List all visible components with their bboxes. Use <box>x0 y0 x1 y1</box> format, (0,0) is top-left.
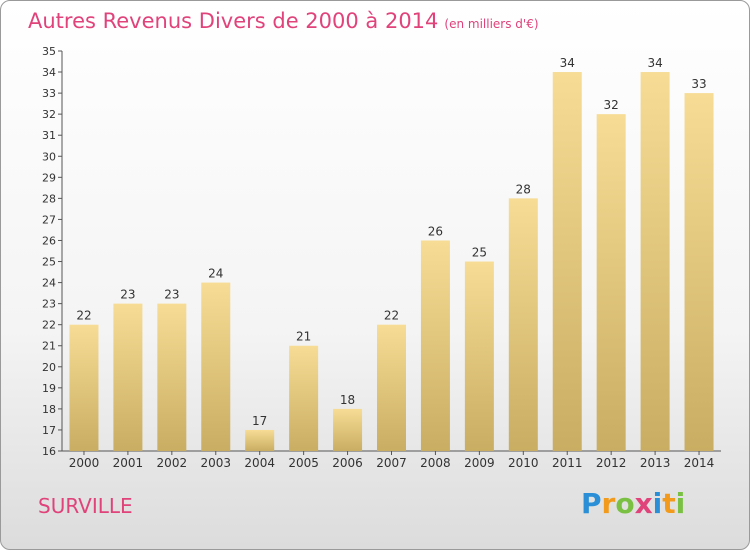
logo-letter: t <box>662 487 676 520</box>
y-tick-label: 29 <box>42 171 56 184</box>
logo-letter: i <box>675 487 686 520</box>
y-tick-label: 34 <box>42 66 56 79</box>
value-label-2004: 17 <box>252 414 267 428</box>
proxiti-logo: Proxiti <box>581 487 685 520</box>
logo-letter: o <box>615 487 635 520</box>
value-label-2006: 18 <box>340 393 355 407</box>
y-tick-label: 24 <box>42 277 56 290</box>
bar-2014 <box>684 93 714 452</box>
value-label-2013: 34 <box>647 56 662 70</box>
bar-2009 <box>464 261 494 451</box>
value-label-2011: 34 <box>560 56 575 70</box>
y-tick-label: 19 <box>42 382 56 395</box>
logo-letter: i <box>652 487 663 520</box>
x-tick-label-2014: 2014 <box>684 456 715 470</box>
logo-letter: P <box>581 487 602 520</box>
x-tick-label-2011: 2011 <box>552 456 583 470</box>
value-label-2014: 33 <box>691 77 706 91</box>
y-tick-label: 32 <box>42 108 56 121</box>
logo-letter: x <box>634 487 653 520</box>
bar-2003 <box>201 282 231 451</box>
bar-2012 <box>596 114 626 451</box>
value-label-2000: 22 <box>76 309 91 323</box>
title-unit: (en milliers d'€) <box>444 17 539 31</box>
x-tick-label-2010: 2010 <box>508 456 539 470</box>
value-label-2002: 23 <box>164 288 179 302</box>
y-tick-label: 18 <box>42 403 56 416</box>
y-tick-label: 25 <box>42 256 56 269</box>
value-label-2001: 23 <box>120 288 135 302</box>
value-label-2012: 32 <box>604 98 619 112</box>
value-label-2003: 24 <box>208 267 223 281</box>
y-tick-label: 22 <box>42 319 56 332</box>
x-tick-label-2009: 2009 <box>464 456 495 470</box>
bar-2004 <box>245 429 275 451</box>
bar-2002 <box>157 303 187 451</box>
value-label-2005: 21 <box>296 330 311 344</box>
commune-name: SURVILLE <box>38 494 133 518</box>
bar-2010 <box>508 198 538 451</box>
bar-2005 <box>289 345 319 451</box>
x-tick-label-2003: 2003 <box>200 456 231 470</box>
y-tick-label: 30 <box>42 150 56 163</box>
bar-2013 <box>640 72 670 451</box>
value-label-2007: 22 <box>384 309 399 323</box>
x-tick-label-2000: 2000 <box>69 456 100 470</box>
y-tick-label: 28 <box>42 192 56 205</box>
y-tick-label: 21 <box>42 340 56 353</box>
value-label-2009: 25 <box>472 246 487 260</box>
value-label-2008: 26 <box>428 224 443 238</box>
x-tick-label-2007: 2007 <box>376 456 407 470</box>
y-tick-label: 31 <box>42 129 56 142</box>
x-tick-label-2013: 2013 <box>640 456 671 470</box>
value-label-2010: 28 <box>516 182 531 196</box>
x-tick-label-2001: 2001 <box>113 456 144 470</box>
bar-2006 <box>333 408 363 451</box>
bar-2007 <box>377 324 406 451</box>
bar-2008 <box>420 240 450 451</box>
y-tick-label: 26 <box>42 234 56 247</box>
y-tick-label: 35 <box>42 45 56 58</box>
bar-2001 <box>113 303 143 451</box>
x-tick-label-2012: 2012 <box>596 456 627 470</box>
x-tick-label-2004: 2004 <box>244 456 275 470</box>
y-tick-label: 17 <box>42 424 56 437</box>
y-tick-label: 23 <box>42 298 56 311</box>
x-tick-label-2005: 2005 <box>288 456 319 470</box>
y-tick-label: 33 <box>42 87 56 100</box>
bar-2000 <box>69 324 99 451</box>
title-text: Autres Revenus Divers de 2000 à 2014 <box>28 9 439 33</box>
x-tick-label-2006: 2006 <box>332 456 363 470</box>
bar-2011 <box>552 72 582 451</box>
logo-letter: r <box>601 487 616 520</box>
x-tick-label-2002: 2002 <box>157 456 188 470</box>
y-tick-label: 27 <box>42 213 56 226</box>
y-tick-label: 16 <box>42 445 56 458</box>
chart-title: Autres Revenus Divers de 2000 à 2014 (en … <box>28 9 539 33</box>
y-tick-label: 20 <box>42 361 56 374</box>
x-tick-label-2008: 2008 <box>420 456 451 470</box>
